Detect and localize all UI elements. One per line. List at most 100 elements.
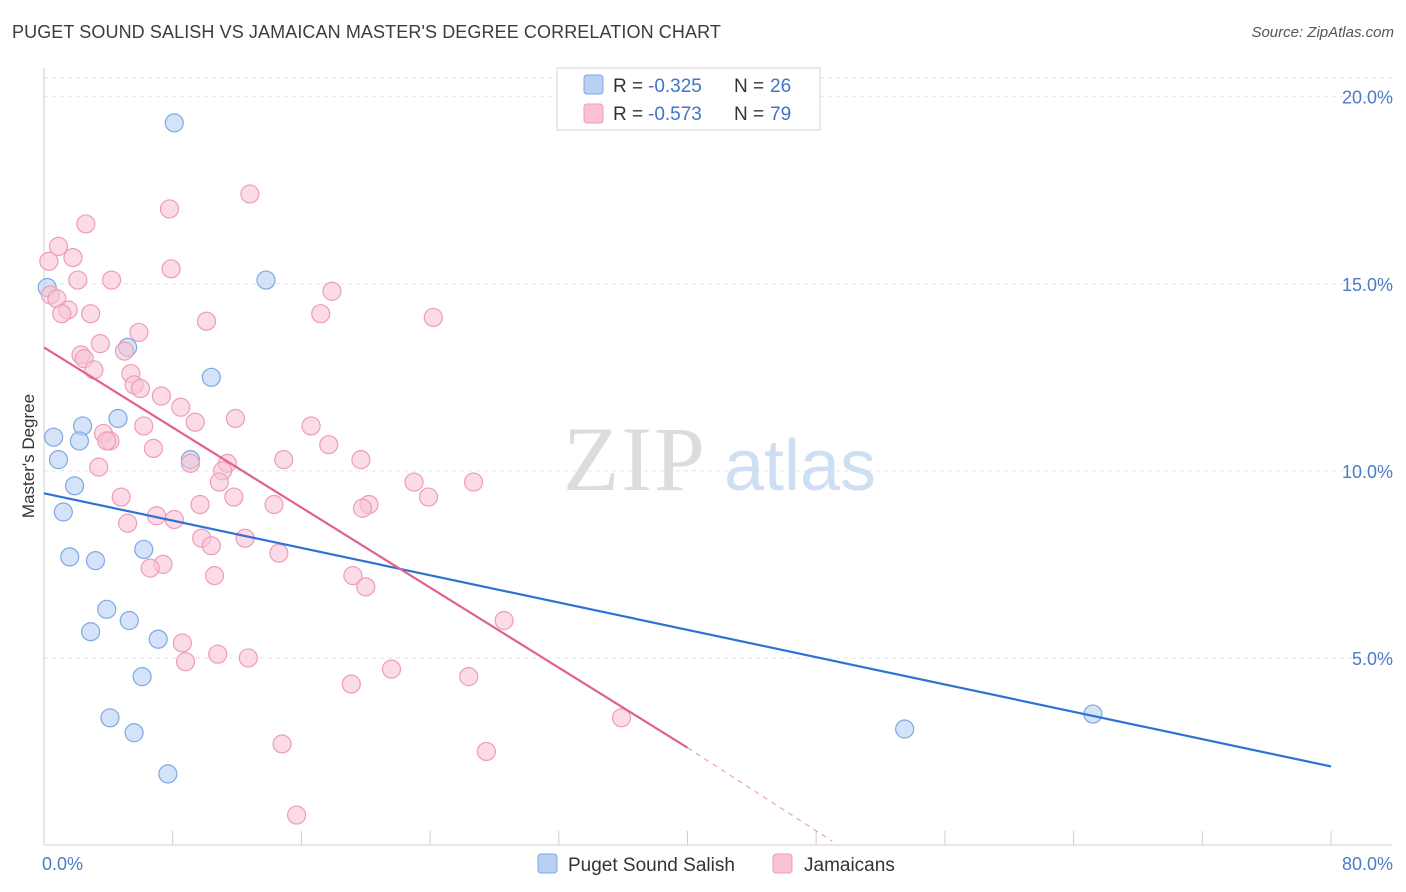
data-point-jamaican [196, 311, 217, 331]
data-point-jamaican [274, 450, 294, 470]
data-point-jamaican [269, 543, 289, 563]
bottom-legend-label-pink: Jamaicans [804, 855, 895, 876]
data-point-jamaican [343, 566, 363, 586]
data-point-jamaican [63, 247, 83, 268]
data-point-jamaican [201, 536, 221, 556]
legend-r-label-1: R = [613, 76, 643, 97]
data-point-jamaican [463, 472, 484, 492]
y-tick-label: 5.0% [1352, 649, 1393, 669]
legend-r-value-2: -0.573 [648, 104, 702, 125]
data-point-jamaican [101, 270, 122, 290]
data-point-salish [85, 551, 106, 571]
data-point-salish [132, 667, 152, 687]
data-point-jamaican [264, 494, 284, 515]
legend-n-label-1: N = [734, 76, 764, 97]
data-point-jamaican [81, 304, 101, 324]
data-point-jamaican [39, 251, 59, 271]
data-point-jamaican [161, 259, 181, 279]
y-tick-labels: 5.0% 10.0% 15.0% 20.0% [1342, 88, 1393, 669]
data-point-jamaican [286, 805, 307, 825]
data-point-jamaican [118, 513, 138, 533]
legend-n-value-2: 79 [770, 104, 791, 125]
data-point-jamaican [190, 494, 210, 515]
data-point-salish [108, 408, 128, 429]
y-tick-label: 10.0% [1342, 462, 1393, 482]
data-point-jamaican [175, 652, 196, 672]
data-point-jamaican [352, 498, 373, 518]
data-point-jamaican [319, 435, 339, 455]
data-point-salish [119, 610, 139, 631]
watermark-atlas: atlas [724, 426, 876, 506]
trend-line-salish [43, 492, 1332, 768]
legend-swatch-pink [583, 103, 604, 124]
data-point-jamaican [172, 633, 192, 653]
y-tick-label: 15.0% [1342, 275, 1393, 295]
data-point-salish [158, 764, 178, 784]
chart-title: PUGET SOUND SALISH VS JAMAICAN MASTER'S … [12, 22, 721, 42]
data-point-jamaican [140, 558, 160, 578]
trend-lines [43, 346, 1332, 842]
data-point-jamaican [143, 438, 163, 459]
trend-line-jamaican [43, 346, 689, 749]
data-point-jamaican [224, 487, 244, 507]
x-tick-label: 80.0% [1342, 854, 1393, 874]
data-point-jamaican [459, 667, 479, 687]
data-point-salish [60, 547, 80, 567]
data-point-jamaican [341, 674, 361, 694]
legend-r-label-2: R = [613, 104, 643, 125]
x-tick-labels: 0.0% 80.0% [42, 854, 1393, 874]
data-point-jamaican [311, 304, 331, 324]
data-point-jamaican [48, 236, 69, 256]
data-point-jamaican [272, 734, 292, 754]
data-point-jamaican [52, 304, 72, 324]
data-point-salish [53, 502, 73, 522]
legend-r-value-1: -0.325 [648, 76, 702, 97]
data-point-jamaican [238, 648, 258, 668]
trend-line-jamaican-extension [687, 747, 833, 842]
gridlines [44, 77, 1392, 659]
x-tick-label: 0.0% [42, 854, 83, 874]
data-point-jamaican [418, 487, 439, 507]
data-point-jamaican [84, 360, 104, 380]
legend-swatch-blue [583, 74, 604, 95]
data-point-jamaican [159, 199, 180, 219]
data-point-jamaican [134, 416, 154, 436]
data-points [37, 113, 1103, 825]
data-point-salish [895, 719, 915, 739]
chart-source: Source: ZipAtlas.com [1251, 24, 1394, 41]
series-legend: Puget Sound Salish Jamaicans [537, 853, 895, 876]
data-point-salish [69, 431, 89, 451]
data-point-jamaican [111, 487, 131, 507]
data-point-salish [148, 629, 168, 649]
data-point-salish [44, 427, 64, 447]
stats-legend: R = -0.325 N = 26 R = -0.573 N = 79 [556, 67, 821, 131]
data-point-jamaican [68, 270, 88, 290]
bottom-legend-swatch-blue [537, 853, 558, 874]
data-point-salish [124, 723, 144, 743]
data-point-salish [97, 599, 117, 619]
data-point-jamaican [89, 457, 109, 477]
y-tick-label: 20.0% [1342, 88, 1393, 108]
data-point-jamaican [356, 577, 376, 597]
data-point-jamaican [301, 416, 321, 436]
data-point-jamaican [114, 341, 135, 361]
axes [43, 68, 1392, 846]
bottom-legend-swatch-pink [772, 853, 793, 874]
data-point-jamaican [476, 741, 497, 762]
y-axis-label: Master's Degree [19, 394, 38, 518]
data-point-jamaican [423, 307, 443, 328]
legend-n-label-2: N = [734, 104, 764, 125]
data-point-jamaican [130, 378, 151, 399]
data-point-jamaican [611, 708, 632, 728]
legend-n-value-1: 26 [770, 76, 791, 97]
data-point-salish [256, 270, 276, 290]
data-point-jamaican [209, 472, 229, 492]
data-point-jamaican [129, 322, 149, 343]
data-point-salish [164, 113, 184, 133]
data-point-jamaican [351, 450, 371, 470]
data-point-salish [201, 367, 221, 387]
data-point-jamaican [97, 431, 117, 451]
data-point-jamaican [185, 412, 205, 432]
data-point-salish [64, 476, 85, 496]
data-point-salish [48, 450, 69, 470]
